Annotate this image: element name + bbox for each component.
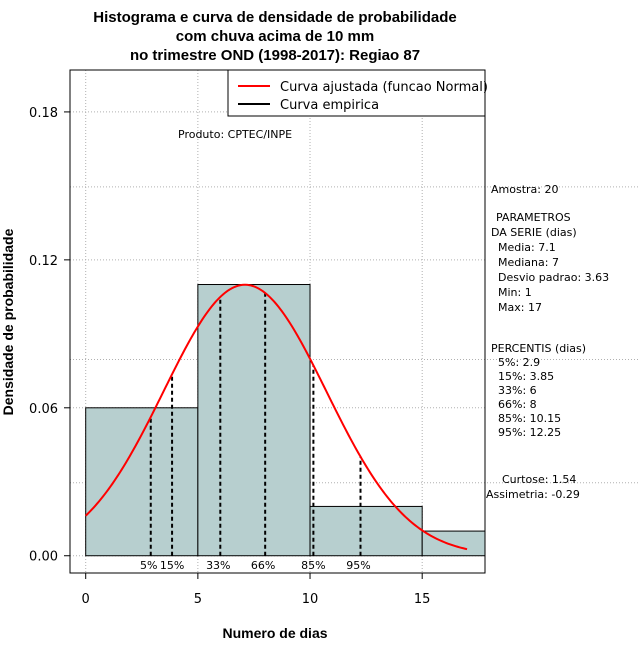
title-line-3: no trimestre OND (1998-2017): Regiao 87 <box>130 47 420 64</box>
histogram-bar-1 <box>85 407 199 557</box>
parameters-subtitle: DA SERIE (dias) <box>491 226 577 239</box>
percentile-value-2: 15%: 3.85 <box>498 370 554 383</box>
legend: Curva ajustada (funcao Normal) Curva empi… <box>227 69 488 117</box>
x-tick-label-3: 15 <box>414 592 431 607</box>
chart-title: Histograma e curva de densidade de proba… <box>93 9 456 64</box>
percentile-label-33pct: 33% <box>206 559 230 572</box>
legend-box <box>227 69 486 117</box>
y-tick-label-0: 0.00 <box>29 550 58 565</box>
percentile-value-3: 33%: 6 <box>498 384 537 397</box>
statistics-panel: Amostra: 20 PARAMETROS DA SERIE (dias) Medi… <box>486 183 609 501</box>
histogram-bar-4 <box>421 530 485 557</box>
title-line-1: Histograma e curva de densidade de proba… <box>93 9 456 26</box>
legend-label-2: Curva empirica <box>280 98 379 113</box>
x-tick-label-0: 0 <box>82 592 90 607</box>
product-annotation: Produto: CPTEC/INPE <box>178 128 292 141</box>
percentile-label-95pct: 95% <box>346 559 370 572</box>
axes: 0 5 10 15 0.00 0.06 0.12 0.18 Numero de dias Dens… <box>0 106 430 641</box>
kurtosis: Curtose: 1.54 <box>502 473 576 486</box>
percentile-lines: 5% 15% 33% 66% 85% 95% <box>140 292 371 572</box>
percentiles-title: PERCENTIS (dias) <box>491 342 586 355</box>
parameter-2: Mediana: 7 <box>498 256 559 269</box>
histogram-bar-2 <box>197 284 311 557</box>
percentile-label-5pct: 5% <box>140 559 157 572</box>
normal-curve-path <box>85 283 468 551</box>
parameter-1: Media: 7.1 <box>498 241 556 254</box>
parameter-5: Max: 17 <box>498 301 542 314</box>
x-axis-label: Numero de dias <box>222 625 327 641</box>
percentile-label-66pct: 66% <box>251 559 275 572</box>
parameter-4: Min: 1 <box>498 286 532 299</box>
percentile-label-15pct: 15% <box>160 559 184 572</box>
y-tick-label-2: 0.12 <box>29 254 58 269</box>
sample-size: Amostra: 20 <box>491 183 558 196</box>
parameters-title: PARAMETROS <box>496 211 571 224</box>
percentile-value-5: 85%: 10.15 <box>498 412 561 425</box>
y-tick-label-1: 0.06 <box>29 402 58 417</box>
percentile-value-4: 66%: 8 <box>498 398 537 411</box>
histogram-bar-3 <box>309 505 423 557</box>
y-axis-label: Densidade de probabilidade <box>0 228 16 415</box>
percentile-label-85pct: 85% <box>301 559 325 572</box>
percentile-value-6: 95%: 12.25 <box>498 426 561 439</box>
percentile-value-1: 5%: 2.9 <box>498 356 540 369</box>
x-tick-label-1: 5 <box>194 592 202 607</box>
title-line-2: com chuva acima de 10 mm <box>176 28 374 45</box>
legend-label-1: Curva ajustada (funcao Normal) <box>280 80 488 95</box>
parameter-3: Desvio padrao: 3.63 <box>498 271 609 284</box>
x-tick-label-2: 10 <box>302 592 319 607</box>
y-tick-label-3: 0.18 <box>29 106 58 121</box>
skewness: Assimetria: -0.29 <box>486 488 580 501</box>
histogram-bars <box>85 284 485 557</box>
normal-curve <box>85 283 468 551</box>
